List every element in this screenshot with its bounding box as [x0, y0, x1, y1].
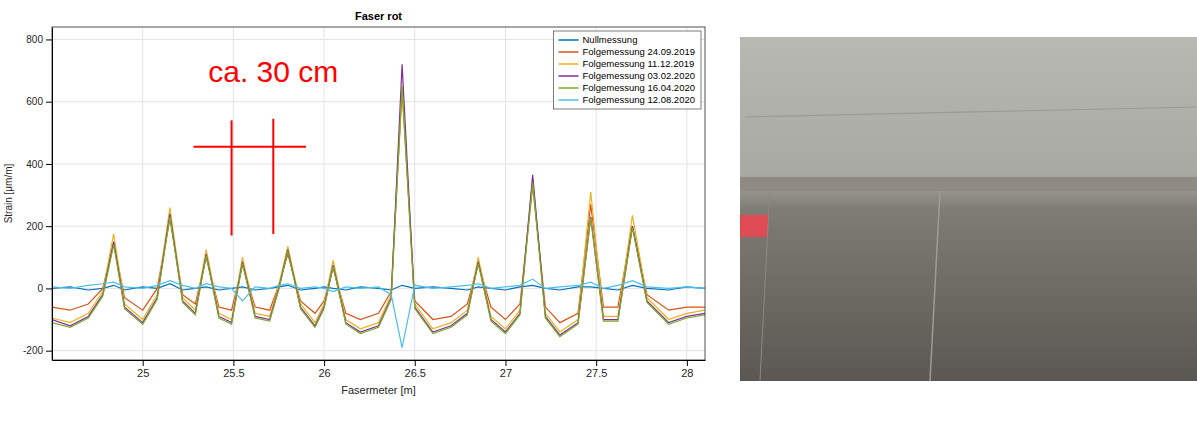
y-tick: 200 — [26, 221, 52, 232]
x-tick: 27 — [500, 360, 512, 379]
legend-label: Folgemessung 16.04.2020 — [583, 82, 696, 93]
legend-label: Folgemessung 24.09.2019 — [583, 46, 696, 57]
x-tick-mark — [415, 360, 416, 366]
y-axis-title: Strain [μm/m] — [3, 163, 14, 223]
x-tick-mark — [687, 360, 688, 366]
series-line — [52, 86, 705, 332]
canvas: 25 25.5 26 26.5 27 27.5 28 -200 0 200 400 600 800 Fas… — [0, 0, 1197, 421]
legend-label: Nullmessung — [583, 34, 638, 45]
y-tick-label: 400 — [26, 159, 43, 170]
chart: 25 25.5 26 26.5 27 27.5 28 -200 0 200 400 600 800 Fas… — [3, 10, 706, 396]
legend-swatch — [559, 51, 579, 53]
y-tick-mark — [46, 39, 52, 40]
y-tick-mark — [46, 288, 52, 289]
y-tick: -200 — [23, 345, 52, 356]
legend-box — [554, 31, 702, 109]
annotation-text: ca. 30 cm — [208, 55, 338, 88]
x-tick-label: 26 — [318, 367, 330, 379]
legend-swatch — [559, 75, 579, 77]
legend-label: Folgemessung 11.12.2019 — [583, 58, 695, 69]
y-tick-label: 200 — [26, 221, 43, 232]
chart-title: Faser rot — [355, 10, 402, 22]
photo-marking — [740, 215, 768, 237]
x-tick-label: 25 — [137, 367, 149, 379]
legend-swatch — [559, 87, 579, 89]
grid — [52, 27, 705, 360]
series-line — [52, 86, 705, 337]
photo-joint — [740, 177, 1197, 191]
x-axis-line — [53, 360, 706, 361]
x-tick: 25.5 — [223, 360, 244, 379]
series-line — [52, 279, 705, 347]
x-tick-mark — [505, 360, 506, 366]
y-tick-mark — [46, 351, 52, 352]
x-tick: 28 — [681, 360, 693, 379]
grid-line-x — [505, 27, 506, 360]
legend-label: Folgemessung 03.02.2020 — [583, 70, 696, 81]
x-tick-label: 27 — [500, 367, 512, 379]
legend-swatch — [559, 39, 579, 41]
x-tick-label: 27.5 — [586, 367, 607, 379]
y-tick-label: -200 — [23, 345, 43, 356]
x-tick-mark — [596, 360, 597, 366]
legend-label: Folgemessung 12.08.2020 — [583, 94, 696, 105]
legend-swatch — [559, 99, 579, 101]
x-axis: 25 25.5 26 26.5 27 27.5 28 — [53, 360, 706, 379]
annotation-line — [231, 120, 233, 235]
photo-surface — [740, 37, 1197, 381]
x-tick-label: 25.5 — [223, 367, 244, 379]
x-tick: 27.5 — [586, 360, 607, 379]
y-tick: 800 — [26, 34, 52, 45]
grid-line-y — [52, 226, 705, 227]
legend: NullmessungFolgemessung 24.09.2019Folgem… — [554, 31, 702, 109]
photo-joint-line — [760, 187, 770, 381]
y-tick-label: 800 — [26, 34, 43, 45]
y-tick-mark — [46, 102, 52, 103]
photo-joint-line — [930, 191, 940, 381]
photo-joint-line — [745, 107, 1197, 117]
x-tick: 26.5 — [405, 360, 426, 379]
y-tick: 0 — [37, 283, 52, 294]
x-tick: 25 — [137, 360, 149, 379]
legend-swatch — [559, 63, 579, 65]
grid-line-y — [52, 163, 705, 164]
annotation-line — [272, 119, 274, 234]
y-tick-label: 0 — [37, 283, 43, 294]
x-tick: 26 — [318, 360, 330, 379]
x-tick-mark — [324, 360, 325, 366]
annotation-line — [193, 146, 305, 148]
x-tick-mark — [143, 360, 144, 366]
x-tick-label: 26.5 — [405, 367, 426, 379]
photo — [740, 37, 1197, 381]
grid-line-y — [52, 350, 705, 351]
x-tick-label: 28 — [681, 367, 693, 379]
plot-frame — [52, 27, 705, 360]
y-tick-mark — [46, 164, 52, 165]
x-axis-title: Fasermeter [m] — [341, 384, 416, 396]
y-tick-label: 600 — [26, 96, 43, 107]
y-tick-mark — [46, 226, 52, 227]
y-axis: -200 0 200 400 600 800 — [23, 28, 53, 361]
y-axis-line — [52, 28, 53, 361]
y-tick: 600 — [26, 96, 52, 107]
y-tick: 400 — [26, 159, 52, 170]
plot-background — [52, 27, 705, 360]
x-tick-mark — [233, 360, 234, 366]
